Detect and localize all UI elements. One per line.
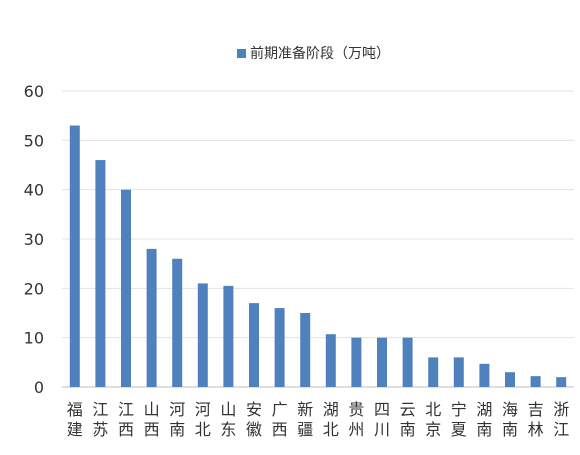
x-tick-label: 江西 <box>118 400 134 439</box>
x-tick-label: 湖北 <box>323 400 339 439</box>
y-tick-label: 20 <box>24 279 44 298</box>
bar <box>479 363 490 387</box>
bar <box>402 337 413 387</box>
x-tick-label: 广西 <box>272 400 288 439</box>
bar <box>325 334 336 387</box>
bar <box>377 337 387 387</box>
gridlines <box>62 90 574 388</box>
bar <box>172 258 183 387</box>
bar <box>530 376 541 387</box>
y-tick-label: 30 <box>24 230 44 249</box>
y-tick-label: 10 <box>24 329 44 348</box>
bar <box>197 283 208 387</box>
bars <box>69 125 567 388</box>
x-tick-label: 海南 <box>502 400 518 439</box>
legend-swatch <box>237 49 246 58</box>
bar <box>69 125 80 388</box>
bar <box>351 337 362 387</box>
bar <box>274 308 285 387</box>
bar <box>146 248 157 387</box>
x-tick-label: 福建 <box>67 400 83 439</box>
x-tick-label: 吉林 <box>528 400 544 439</box>
x-tick-label: 湖南 <box>476 400 492 439</box>
x-tick-label: 贵州 <box>348 400 364 439</box>
x-tick-label: 宁夏 <box>451 400 467 439</box>
bar <box>453 357 464 387</box>
x-tick-label: 河南 <box>169 400 185 439</box>
y-tick-label: 60 <box>24 82 44 101</box>
x-tick-label: 安徽 <box>246 400 262 439</box>
bar <box>223 285 234 387</box>
bar <box>95 160 106 387</box>
x-tick-label: 四川 <box>374 400 390 439</box>
bar <box>556 377 567 387</box>
y-tick-label: 40 <box>24 181 44 200</box>
bar <box>300 313 311 387</box>
x-tick-label: 山东 <box>220 400 236 439</box>
y-tick-label: 0 <box>34 378 44 397</box>
x-tick-label: 云南 <box>400 400 416 439</box>
x-tick-label: 河北 <box>195 400 211 439</box>
bar <box>428 357 439 387</box>
x-tick-label: 浙江 <box>553 400 569 439</box>
x-tick-label: 北京 <box>425 400 441 439</box>
x-tick-label: 新疆 <box>297 400 313 439</box>
bar <box>249 303 259 387</box>
legend: 前期准备阶段（万吨） <box>237 45 390 62</box>
y-axis-ticks: 0 10 20 30 40 50 60 <box>24 82 44 397</box>
bar <box>505 372 515 387</box>
bar <box>121 189 131 387</box>
x-tick-label: 山西 <box>144 400 160 439</box>
x-tick-label: 江苏 <box>92 400 108 439</box>
y-tick-label: 50 <box>24 131 44 150</box>
legend-label: 前期准备阶段（万吨） <box>250 45 390 62</box>
